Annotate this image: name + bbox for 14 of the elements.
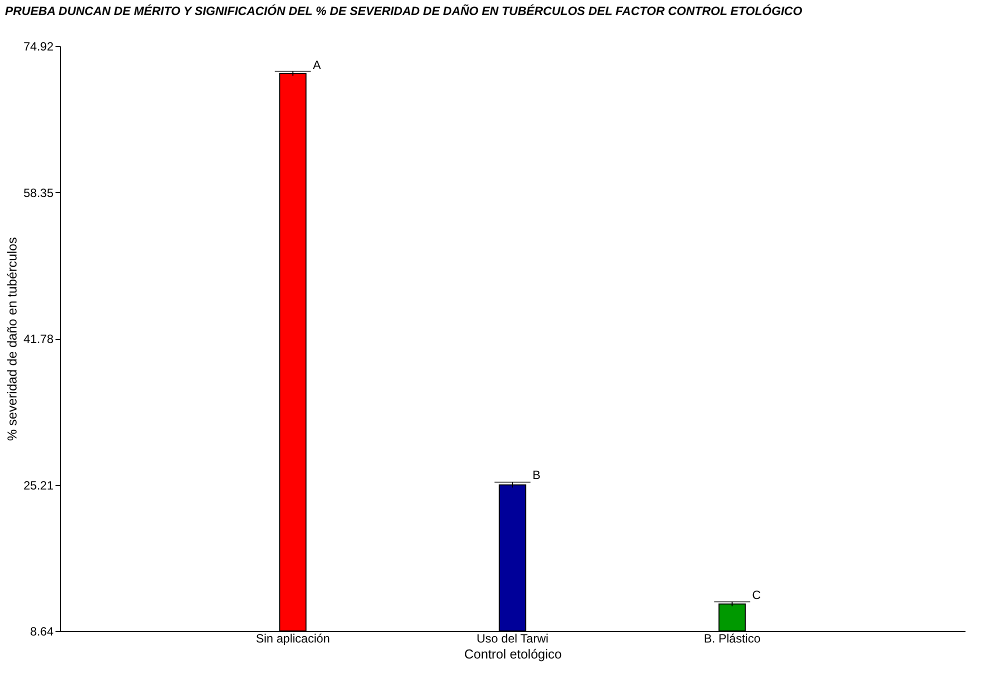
annotation: B [532,468,541,482]
y-tick-label: 41.78 [23,332,54,346]
y-tick-label: 25.21 [23,478,54,492]
x-axis-title: Control etológico [464,646,562,662]
annotation: C [752,588,762,602]
x-tick-label: B. Plástico [704,632,761,646]
y-tick-label: 8.64 [30,624,54,638]
y-axis-title: % severidad de daño en tubérculos [4,236,20,441]
y-tick-label: 74.92 [23,40,54,54]
chart-title: PRUEBA DUNCAN DE MÉRITO Y SIGNIFICACIÓN DEL % DE SEVERIDAD DE DAÑO EN TUBÉRCULOS DEL FACTOR CONTROL ETOLÓGICO [5,4,803,18]
x-tick-label: Sin aplicación [256,632,330,646]
annotation: A [312,58,321,72]
x-tick-label: Uso del Tarwi [476,632,548,646]
y-tick-label: 58.35 [23,186,54,200]
